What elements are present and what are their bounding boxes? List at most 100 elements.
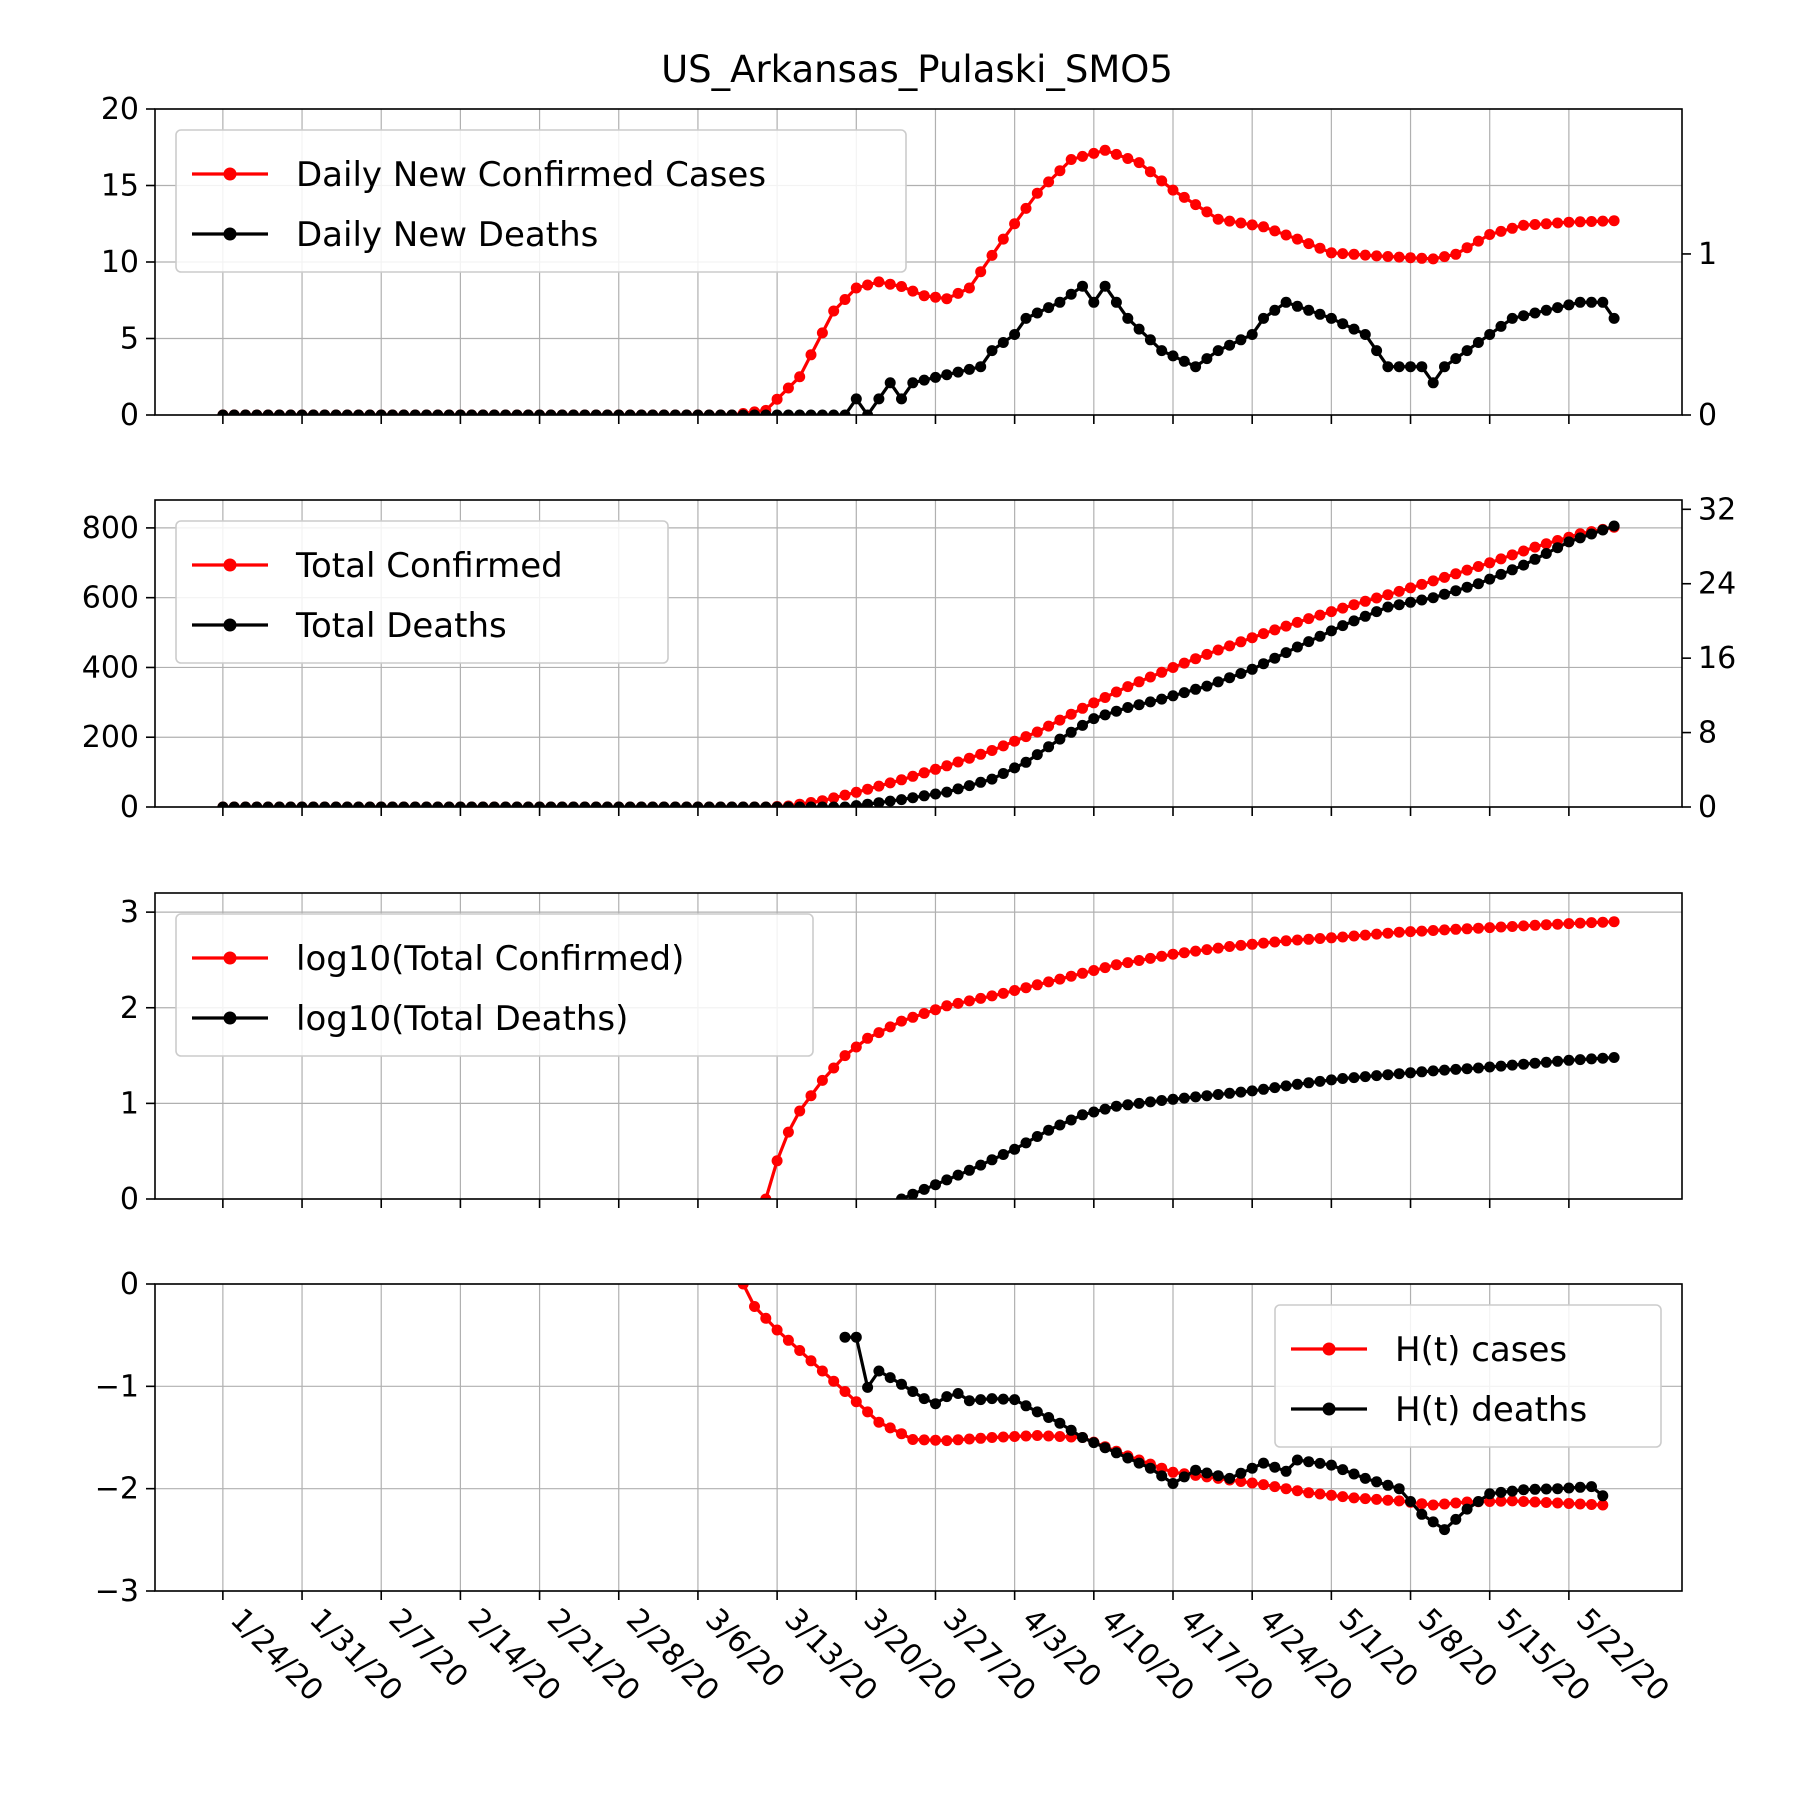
data-point <box>997 768 1009 779</box>
legend-swatch-marker <box>223 227 237 241</box>
data-point <box>862 1032 874 1044</box>
data-point <box>398 801 410 807</box>
data-point <box>364 409 376 415</box>
y-tick-label: 0 <box>120 1182 139 1217</box>
data-point <box>319 409 331 415</box>
data-point <box>930 1434 941 1446</box>
data-point <box>217 801 229 807</box>
data-point <box>1472 337 1484 348</box>
axes-frame-3 <box>154 892 1683 1200</box>
data-point <box>896 1378 907 1390</box>
series-line-1-1 <box>222 148 1615 415</box>
data-point <box>952 366 964 378</box>
data-point <box>1224 215 1236 227</box>
data-point <box>1405 926 1416 938</box>
y-tick-label: 3 <box>120 895 139 930</box>
data-point <box>1506 549 1518 561</box>
data-point <box>1009 1143 1021 1155</box>
data-point <box>1337 931 1349 943</box>
data-point <box>1337 1464 1349 1476</box>
data-point <box>1280 1465 1292 1477</box>
data-point <box>963 1164 975 1176</box>
legend-panel-4: H(t) cases H(t) deaths <box>1274 1304 1662 1448</box>
data-point <box>319 801 331 807</box>
data-point <box>1043 976 1055 988</box>
data-point <box>1224 1472 1236 1484</box>
data-point <box>873 797 885 807</box>
data-point <box>1054 714 1066 726</box>
data-point <box>907 377 919 389</box>
data-point <box>1269 652 1281 664</box>
data-point <box>296 801 308 807</box>
y-tick-label: −1 <box>95 1369 139 1404</box>
data-point <box>884 1372 896 1384</box>
y-tick-label: 10 <box>101 245 139 280</box>
data-point <box>1077 280 1088 292</box>
data-point <box>1325 1489 1337 1501</box>
data-point <box>579 801 591 807</box>
data-point <box>647 801 659 807</box>
data-point <box>941 760 953 772</box>
data-point <box>658 409 670 415</box>
data-point <box>1303 1456 1315 1468</box>
data-point <box>1065 288 1077 300</box>
data-point <box>1212 345 1224 357</box>
data-point <box>1224 941 1236 952</box>
data-point <box>850 393 862 405</box>
data-point <box>850 800 862 807</box>
data-point <box>884 795 896 807</box>
data-point <box>1020 202 1032 214</box>
data-point <box>749 801 760 807</box>
data-point <box>975 748 987 760</box>
data-point <box>1088 713 1100 725</box>
data-point <box>1122 957 1134 969</box>
data-point <box>1291 1078 1303 1090</box>
data-point <box>330 801 342 807</box>
data-point <box>364 801 376 807</box>
data-point <box>997 1149 1009 1160</box>
data-point <box>839 409 851 415</box>
data-point <box>1359 249 1371 261</box>
chart-title: US_Arkansas_Pulaski_SMO5 <box>661 48 1173 91</box>
data-point <box>1144 1096 1156 1108</box>
data-point <box>251 801 263 807</box>
y-tick-label: 20 <box>101 92 139 127</box>
data-point <box>816 327 828 339</box>
data-point <box>1201 648 1213 660</box>
y-tick-label: 0 <box>120 1267 139 1302</box>
data-point <box>1574 296 1586 308</box>
data-point <box>1359 1071 1371 1083</box>
data-point <box>613 801 625 807</box>
data-point <box>1529 1483 1541 1495</box>
data-point <box>1484 229 1496 240</box>
data-point <box>488 801 500 807</box>
data-point <box>1144 166 1156 178</box>
data-point <box>432 409 444 415</box>
data-point <box>1099 1442 1111 1454</box>
data-point <box>556 409 568 415</box>
data-point <box>1020 731 1032 743</box>
data-point <box>1303 238 1315 250</box>
data-point <box>1246 1462 1258 1474</box>
data-point <box>828 305 840 317</box>
data-point <box>1506 312 1518 324</box>
data-point <box>240 409 251 415</box>
data-point <box>1065 708 1077 720</box>
data-point <box>749 1301 760 1312</box>
data-point <box>782 1334 794 1346</box>
data-point <box>975 266 987 278</box>
data-point <box>1258 312 1269 324</box>
data-point <box>613 409 625 415</box>
data-point <box>1393 1068 1405 1080</box>
data-point <box>963 282 975 294</box>
data-point <box>1586 528 1597 540</box>
data-point <box>1450 1497 1462 1509</box>
data-point <box>1190 1091 1202 1103</box>
data-point <box>816 1365 828 1377</box>
data-point <box>1303 304 1315 316</box>
axes-frame-4 <box>154 1283 1683 1592</box>
data-point <box>1371 250 1383 262</box>
data-point <box>1167 690 1179 702</box>
data-point <box>896 774 907 786</box>
data-point <box>240 801 251 807</box>
